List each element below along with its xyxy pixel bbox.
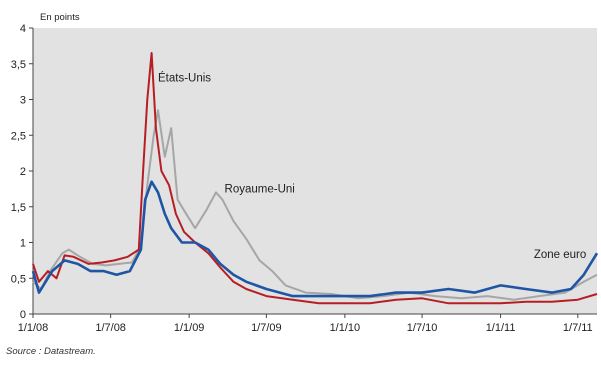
y-tick-label: 3,5 [11, 59, 26, 71]
x-tick-label: 1/7/10 [407, 322, 438, 334]
y-tick-label: 3 [20, 95, 26, 107]
x-tick-label: 1/1/08 [18, 322, 49, 334]
series-line-royaume-uni [32, 109, 598, 301]
series-annotation: États-Unis [158, 72, 211, 85]
series-lines [31, 52, 599, 305]
y-tick-label: 1 [20, 238, 26, 250]
x-axis: 1/1/08 1/7/08 1/1/09 1/7/09 1/1/10 1/7/10 1/1/… [18, 313, 597, 334]
y-tick-label: 0,5 [11, 273, 26, 285]
series-annotation: Zone euro [534, 249, 586, 261]
y-tick-label: 2 [20, 166, 26, 178]
x-tick-label: 1/7/11 [563, 322, 593, 334]
x-tick-label: 1/7/08 [95, 322, 126, 334]
y-tick-label: 1,5 [11, 202, 26, 214]
series-annotation: Royaume-Uni [225, 183, 295, 195]
annotations: États-Unis Royaume-Uni Zone euro [158, 72, 586, 262]
source-note: Source : Datastream. [6, 346, 96, 357]
series-line-zone-euro [31, 180, 599, 298]
x-tick-label: 1/7/09 [251, 322, 282, 334]
x-tick-label: 1/1/11 [486, 322, 516, 334]
unit-label: En points [40, 12, 80, 23]
series-line-etats-unis [32, 52, 598, 305]
y-tick-label: 2,5 [11, 130, 26, 142]
y-axis: 0 0,5 1 1,5 2 2,5 3 3,5 4 [11, 23, 34, 321]
y-tick-label: 4 [20, 23, 26, 35]
plot-area [33, 28, 597, 314]
x-tick-label: 1/1/10 [330, 322, 361, 334]
x-tick-label: 1/1/09 [174, 322, 205, 334]
y-tick-label: 0 [20, 309, 26, 321]
